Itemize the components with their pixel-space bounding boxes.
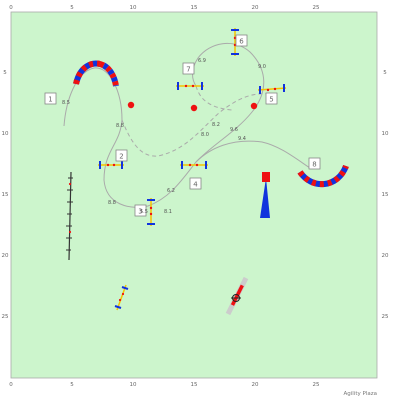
distance-label: 8.5 [62,100,70,106]
right-tick: 5 [383,70,387,76]
left-tick: 25 [2,314,9,320]
bottom-tick: 5 [70,382,74,388]
obstacle-number-3: 3 [134,204,147,217]
svg-text:5: 5 [269,96,273,104]
distance-label: 6.2 [167,188,175,194]
distance-label: 8.2 [212,122,220,128]
svg-text:1: 1 [48,96,52,104]
svg-text:2: 2 [119,153,123,161]
bottom-tick: 20 [252,382,259,388]
obstacle-number-4: 4 [189,177,202,190]
top-tick: 20 [252,5,259,11]
distance-label: 9.4 [238,136,246,142]
distance-label: 9.6 [230,127,238,133]
top-tick: 5 [70,5,74,11]
distance-label: 8.0 [201,132,209,138]
svg-text:8: 8 [312,161,316,169]
obstacle-number-6: 6 [235,34,248,47]
jump-2 [98,161,124,169]
right-tick: 15 [382,192,389,198]
bottom-axis-labels: 0 5 10 15 20 25 [9,382,320,388]
obstacle-number-8: 8 [308,157,321,170]
obstacle-number-5: 5 [265,92,278,105]
tire-obstacle [114,284,129,311]
obstacle-number-7: 7 [182,62,195,75]
distance-label: 8.1 [164,209,172,215]
cone [127,101,135,109]
svg-text:3: 3 [138,208,142,216]
bottom-tick: 0 [9,382,13,388]
jump-3 [147,198,155,226]
top-tick: 25 [313,5,320,11]
bottom-tick: 25 [313,382,320,388]
a-frame-obstacle [260,172,270,218]
distance-labels: 8.5 8.8 8.8 5.5 6.2 6.9 9.0 8.2 8.0 9.6 … [62,58,266,215]
tunnel-8 [297,164,349,188]
top-tick: 10 [130,5,137,11]
jump-7 [176,82,204,90]
course-path-dashed [195,85,233,111]
top-tick: 15 [191,5,198,11]
course-path-dashed [121,93,271,157]
right-tick: 25 [382,314,389,320]
top-axis-labels: 0 5 10 15 20 25 [9,5,320,11]
tunnel-1 [73,60,119,87]
left-tick: 5 [3,70,7,76]
jump-5 [257,84,287,94]
obstacle-number-1: 1 [44,92,57,105]
svg-text:7: 7 [186,66,190,74]
weave-poles [66,171,73,261]
course-path-solid [63,67,311,208]
bottom-tick: 10 [130,382,137,388]
bottom-tick: 15 [191,382,198,388]
right-tick: 20 [382,253,389,259]
left-tick: 15 [2,192,9,198]
distance-label: 8.8 [108,200,116,206]
top-tick: 0 [9,5,13,11]
distance-label: 8.8 [116,123,124,129]
left-tick: 10 [2,131,9,137]
cone [190,104,198,112]
left-axis-labels: 5 10 15 20 25 [2,70,9,320]
jump-6 [231,28,239,56]
right-axis-labels: 5 10 15 20 25 [382,70,389,320]
jump-4 [180,161,208,169]
left-tick: 20 [2,253,9,259]
distance-label: 9.0 [258,64,266,70]
svg-text:4: 4 [193,181,198,189]
seesaw-obstacle [225,276,249,316]
svg-text:6: 6 [239,38,244,46]
distance-label: 5.5 [140,209,148,215]
right-tick: 10 [382,131,389,137]
brand-label: Agility Plaza [344,391,377,397]
distance-label: 6.9 [198,58,206,64]
cone [250,102,258,110]
obstacle-number-2: 2 [115,149,128,162]
